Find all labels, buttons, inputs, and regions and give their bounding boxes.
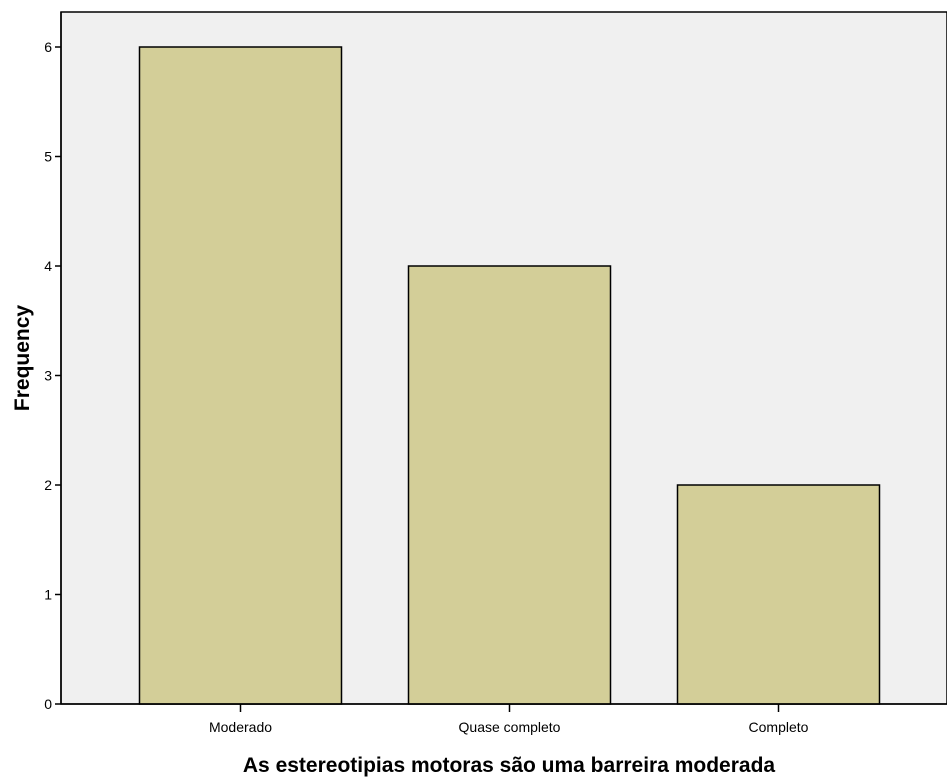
x-axis-title: As estereotipias motoras são uma barreir… — [243, 754, 776, 777]
y-tick-label: 1 — [44, 587, 52, 603]
axes-group — [60, 12, 947, 705]
y-tick-label: 3 — [44, 368, 52, 384]
y-tick-label: 0 — [44, 696, 52, 712]
y-tick-label: 6 — [44, 39, 52, 55]
bar-quase-completo — [407, 265, 612, 705]
y-tick-label: 2 — [44, 477, 52, 493]
x-tick-label: Moderado — [209, 719, 272, 735]
y-tick-label: 4 — [44, 258, 52, 274]
x-tick-label: Quase completo — [459, 719, 561, 735]
y-tick-label: 5 — [44, 149, 52, 165]
x-tick-label: Completo — [749, 719, 809, 735]
bar-moderado — [138, 46, 343, 705]
ticks-group: 0 1 2 3 4 5 6 Moderado Quase completo Completo — [44, 39, 808, 735]
bar-completo — [676, 484, 881, 705]
y-axis-title: Frequency — [11, 305, 34, 412]
